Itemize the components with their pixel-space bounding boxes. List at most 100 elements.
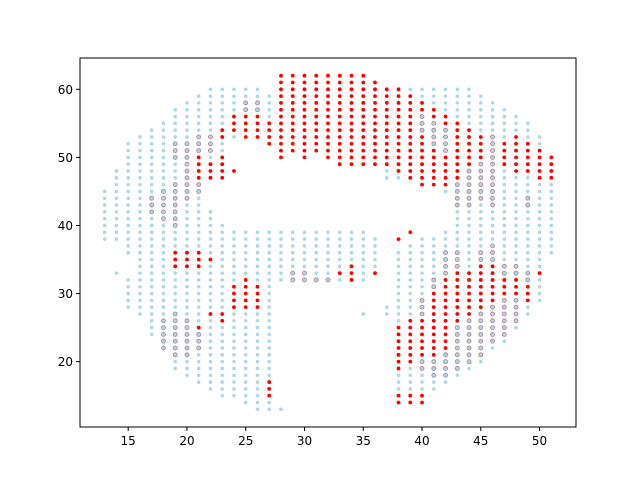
highlight-point [196,325,201,330]
background-point [126,148,130,153]
background-point [114,203,119,207]
background-point [443,87,448,92]
background-point [267,332,272,337]
background-point [173,230,177,235]
background-point [467,223,471,228]
background-point [220,223,225,228]
background-point [455,101,460,105]
highlight-point [349,114,354,119]
highlight-point [443,162,448,167]
highlight-point [455,278,460,282]
background-point [220,291,225,296]
highlight-point [478,278,483,282]
highlight-point [337,148,342,153]
highlight-point [267,393,272,398]
overlap-point [172,195,178,201]
background-point [420,237,424,241]
highlight-point [408,135,413,139]
background-point [526,305,530,309]
background-point [514,210,518,214]
overlap-point [454,325,460,331]
highlight-point [314,128,319,133]
background-point [396,278,401,282]
background-point [537,284,542,289]
overlap-point [149,209,155,215]
overlap-point [443,134,448,140]
background-point [126,216,130,221]
background-point [185,121,189,126]
highlight-point [314,121,319,126]
background-point [208,237,213,241]
background-point [255,400,260,405]
overlap-point [419,304,425,310]
highlight-point [208,175,213,180]
highlight-point [267,135,272,139]
overlap-point [525,202,531,208]
background-point [232,325,236,330]
background-point [220,278,225,282]
overlap-point [184,195,190,201]
background-point [267,244,272,248]
background-point [220,284,225,289]
background-point [396,373,401,378]
background-point [420,264,424,269]
highlight-point [314,87,319,92]
highlight-point [408,359,413,364]
background-point [220,257,225,262]
highlight-point [396,135,401,139]
background-point [232,244,236,248]
highlight-point [243,114,248,119]
overlap-point [196,345,202,351]
highlight-point [255,298,260,303]
highlight-point [420,107,424,112]
highlight-point [408,121,413,126]
highlight-point [290,128,295,133]
highlight-point [326,128,330,133]
highlight-point [243,128,248,133]
highlight-point [467,135,471,139]
highlight-point [396,366,401,371]
background-point [337,244,342,248]
background-point [373,237,377,241]
overlap-point [443,352,448,358]
highlight-point [361,73,366,78]
background-point [267,339,272,344]
highlight-point [243,305,248,310]
highlight-point [420,135,424,139]
overlap-point [325,277,331,283]
overlap-point [501,297,507,303]
background-point [138,189,142,194]
highlight-point [396,393,401,398]
highlight-point [396,141,401,146]
highlight-point [514,148,518,153]
background-point [267,230,272,235]
highlight-point [279,101,283,105]
background-point [502,237,507,241]
highlight-point [514,278,518,282]
background-point [467,264,471,269]
background-point [232,257,236,262]
background-point [243,400,248,405]
background-point [255,278,260,282]
background-point [102,237,107,241]
background-point [149,176,154,180]
background-point [514,176,518,180]
background-point [526,250,530,255]
overlap-point [443,366,448,371]
background-point [537,230,542,235]
background-point [290,264,295,269]
background-point [185,223,189,228]
background-point [537,203,542,207]
overlap-point [196,134,202,140]
highlight-point [232,169,236,173]
background-point [373,250,377,255]
highlight-point [502,155,507,160]
overlap-point [478,195,484,201]
background-point [220,250,225,255]
background-point [138,278,142,282]
background-point [537,216,542,221]
background-point [455,244,460,248]
background-point [455,230,460,235]
highlight-point [478,305,483,310]
overlap-point [196,189,202,194]
